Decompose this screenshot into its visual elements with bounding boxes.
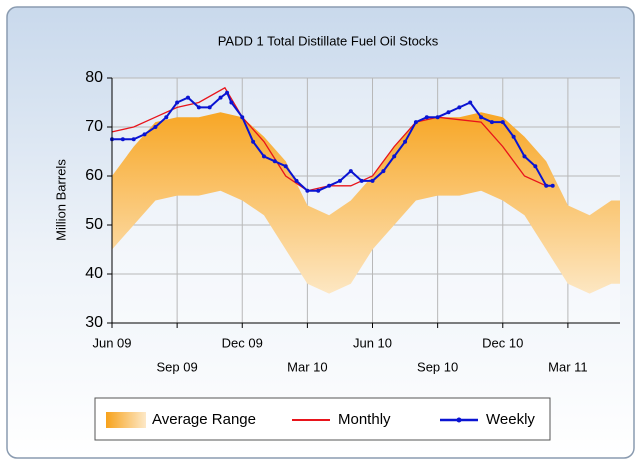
point [522,154,527,159]
legend-marker [456,417,462,423]
point [457,105,462,110]
point [153,125,158,129]
legend-label: Monthly [338,411,391,428]
chart-title: PADD 1 Total Distillate Fuel Oil Stocks [218,33,439,48]
y-axis-label: Million Barrels [53,159,68,241]
point [435,115,440,120]
point [207,105,212,110]
point [424,115,429,120]
point [544,183,549,188]
point [218,95,223,100]
point [316,188,321,193]
legend-label: Average Range [152,411,256,428]
x-tick-label: Mar 11 [548,359,588,374]
point [305,188,310,193]
x-tick-label: Jun 10 [353,335,392,350]
y-tick-label: 30 [85,314,103,331]
x-tick-label: Dec 09 [222,335,263,350]
point [413,120,418,125]
y-tick-label: 50 [85,216,103,233]
point [500,120,505,125]
legend-label: Weekly [486,411,535,428]
point [370,178,375,183]
point [381,169,386,174]
y-tick-label: 70 [85,118,103,135]
x-tick-label: Mar 10 [287,359,327,374]
point [142,132,147,137]
point [359,178,364,183]
point [550,183,555,188]
point [327,183,332,188]
x-tick-label: Dec 10 [482,335,523,350]
point [272,159,277,164]
point [446,110,451,115]
x-tick-label: Sep 09 [157,359,198,374]
point [261,154,266,159]
point [511,134,516,139]
point [403,139,408,144]
point [196,105,201,110]
range-area [112,112,620,294]
point [283,164,288,169]
point [251,139,256,144]
point [240,115,245,120]
x-tick-label: Jun 09 [92,335,131,350]
point [229,100,234,105]
point [337,178,342,183]
point [131,137,136,142]
point [164,115,169,120]
y-tick-label: 40 [85,265,103,282]
point [348,169,353,174]
point [479,115,484,120]
point [468,100,473,105]
point [294,178,299,183]
legend-swatch [106,412,146,428]
point [175,100,180,105]
point [489,120,494,125]
point [392,154,397,159]
point [185,95,190,100]
y-tick-label: 80 [85,69,103,86]
point [120,137,125,142]
point [533,164,538,169]
x-tick-label: Sep 10 [417,359,458,374]
y-tick-label: 60 [85,167,103,184]
point [225,90,230,95]
